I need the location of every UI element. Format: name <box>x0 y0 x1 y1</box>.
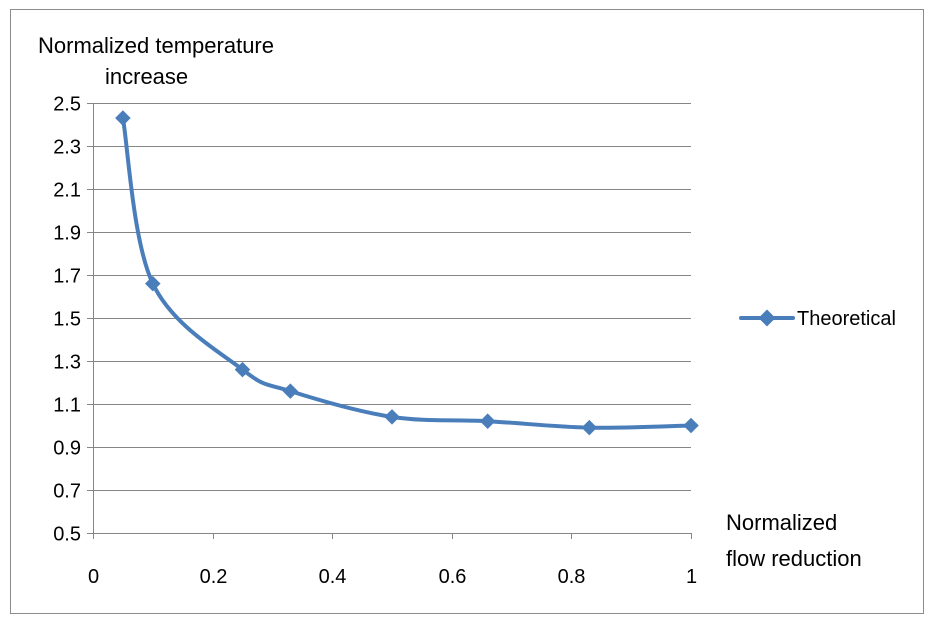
data-point-marker <box>282 383 299 399</box>
y-tick-label: 1.5 <box>53 309 81 331</box>
y-tick-label: 2.1 <box>53 180 81 202</box>
data-point-marker <box>145 275 161 292</box>
y-tick-label: 0.9 <box>53 438 81 460</box>
y-tick-label: 2.5 <box>53 94 81 116</box>
data-point-marker <box>479 413 496 429</box>
x-tick-label: 0.8 <box>558 566 586 588</box>
x-tick-label: 0.2 <box>200 566 228 588</box>
y-tick-label: 1.3 <box>53 352 81 374</box>
x-axis-title: Normalized flow reduction <box>726 510 862 571</box>
y-axis-title: Normalized temperature increase <box>38 33 274 89</box>
x-axis-title-line-1: Normalized <box>726 510 837 535</box>
y-tick-label: 2.3 <box>53 137 81 159</box>
legend: Theoretical <box>739 308 896 330</box>
chart-frame <box>10 9 924 614</box>
axes <box>87 103 692 539</box>
data-point-marker <box>384 409 400 425</box>
legend-marker-diamond <box>758 309 776 327</box>
series-layer <box>115 110 699 436</box>
data-point-marker <box>683 417 699 434</box>
y-axis-title-line-2: increase <box>105 64 188 89</box>
y-tick-label: 1.9 <box>53 223 81 245</box>
y-axis-title-line-1: Normalized temperature <box>38 33 274 58</box>
legend-label-theoretical: Theoretical <box>797 308 896 330</box>
x-tick-label: 0.6 <box>439 566 467 588</box>
x-tick-label: 0 <box>88 566 99 588</box>
y-tick-label: 1.7 <box>53 266 81 288</box>
y-tick-label: 0.7 <box>53 481 81 503</box>
y-tick-label: 1.1 <box>53 395 81 417</box>
series-line-theoretical <box>120 116 693 430</box>
x-axis-title-line-2: flow reduction <box>726 546 862 571</box>
x-tick-label: 1 <box>686 566 697 588</box>
data-point-marker <box>115 110 131 126</box>
data-point-marker <box>234 361 251 378</box>
gridlines <box>93 103 691 491</box>
x-tick-label: 0.4 <box>319 566 347 588</box>
data-point-marker <box>581 419 598 436</box>
tick-labels: 0.5 0.7 0.9 1.1 1.3 1.5 1.7 1.9 2.1 2.3 2.5 0 0.2 0.4… <box>53 94 697 589</box>
y-tick-label: 0.5 <box>53 524 81 546</box>
